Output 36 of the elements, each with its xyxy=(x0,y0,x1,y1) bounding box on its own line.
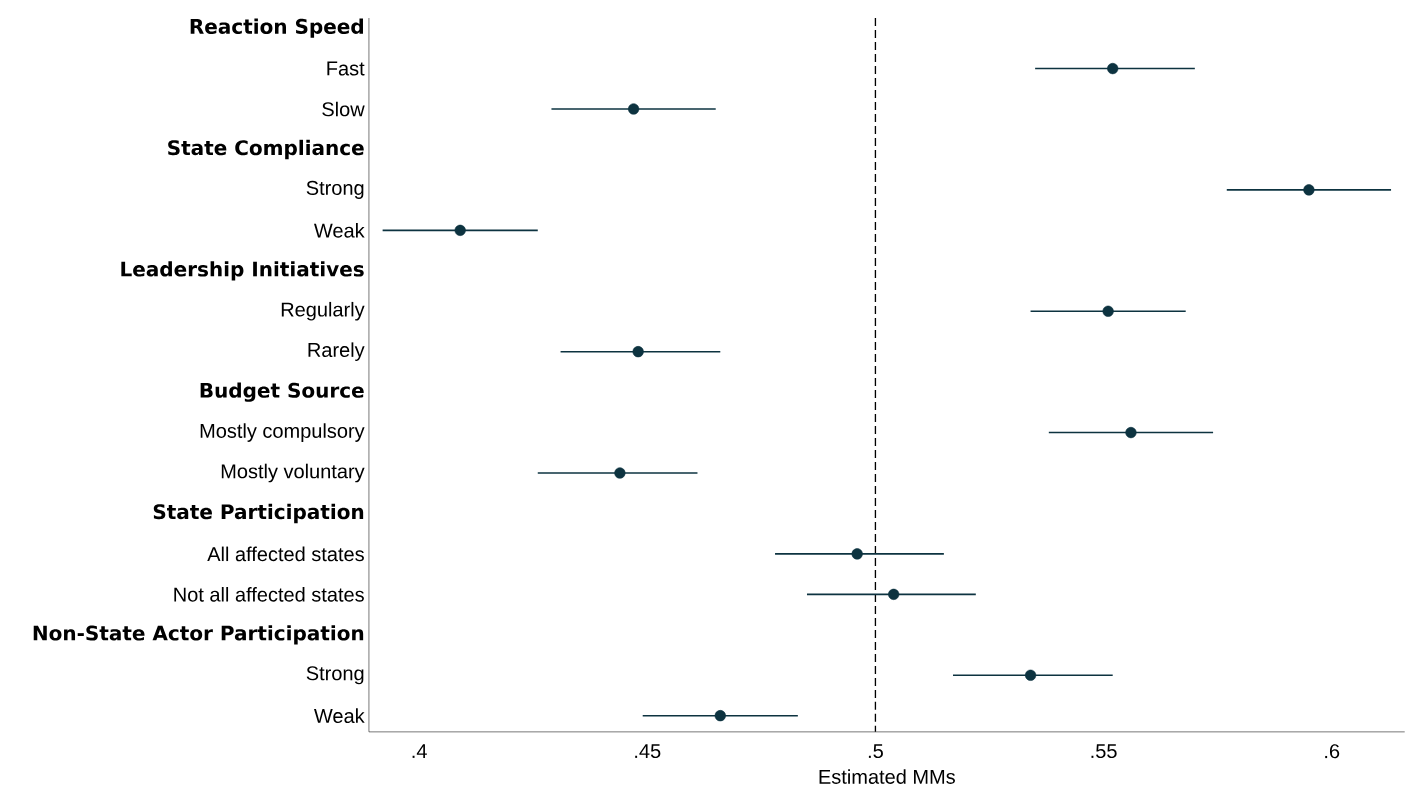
y-tick-label: Strong xyxy=(306,666,364,685)
point xyxy=(454,224,466,237)
x-tick-label: .55 xyxy=(1091,744,1117,759)
y-tick-label: State Participation xyxy=(153,503,364,524)
point xyxy=(888,588,900,601)
y-tick-label: Strong xyxy=(306,180,364,200)
y-tick-label: Weak xyxy=(314,708,365,724)
point xyxy=(632,346,644,358)
y-tick-label: Reaction Speed xyxy=(190,18,363,38)
y-tick-label: Slow xyxy=(322,101,365,117)
y-tick-label: Non-State Actor Participation xyxy=(33,625,364,645)
point xyxy=(1024,669,1037,681)
y-tick-label: Budget Source xyxy=(200,382,364,402)
point xyxy=(1107,63,1119,75)
y-tick-label: Fast xyxy=(327,61,365,76)
x-tick-label: .5 xyxy=(868,744,883,759)
y-tick-label: Not all affected states xyxy=(174,587,364,602)
y-tick-label: Rarely xyxy=(308,342,365,362)
y-tick-label: All affected states xyxy=(207,546,364,562)
x-tick-label: .45 xyxy=(635,744,661,759)
y-tick-label: Mostly voluntary xyxy=(221,463,365,483)
point xyxy=(851,548,863,560)
point xyxy=(1125,427,1137,439)
point xyxy=(1303,184,1315,196)
point xyxy=(714,710,726,722)
point xyxy=(614,467,626,479)
y-tick-label: Leadership Initiatives xyxy=(121,261,364,281)
y-tick-label: Regularly xyxy=(281,301,365,321)
y-tick-label: State Compliance xyxy=(168,139,364,160)
x-tick-label: .6 xyxy=(1325,744,1340,759)
point xyxy=(1102,305,1114,317)
point xyxy=(627,103,640,115)
x-tick-label: .4 xyxy=(412,744,427,758)
x-axis-title: Estimated MMs xyxy=(819,769,955,784)
y-tick-label: Mostly compulsory xyxy=(200,423,365,442)
y-tick-label: Weak xyxy=(314,223,365,238)
